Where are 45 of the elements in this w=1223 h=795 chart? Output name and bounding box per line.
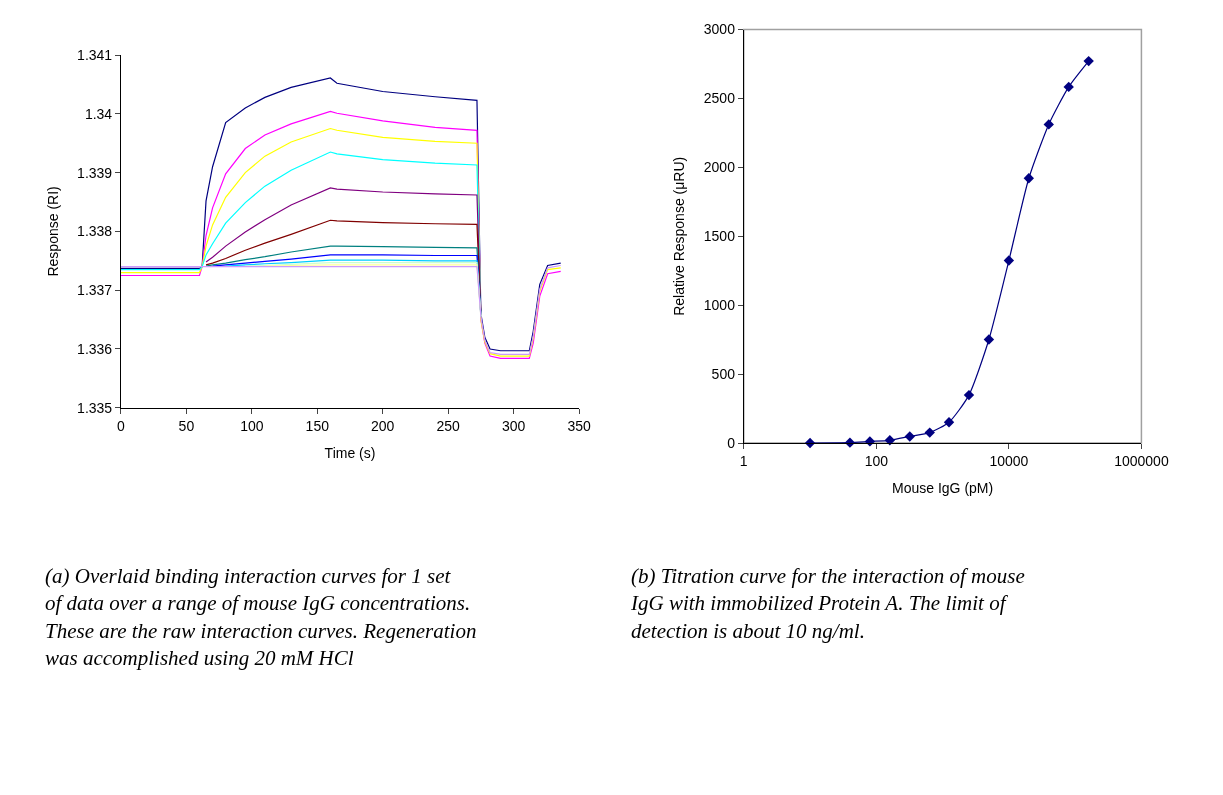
x-axis-title: Time (s) [324,444,376,461]
x-tick-label: 50 [178,417,195,434]
y-tick-label: 0 [727,434,736,451]
y-tick-label: 1.34 [84,105,113,122]
x-tick-label: 1000000 [1114,452,1169,469]
point [983,334,995,345]
point [1003,255,1015,266]
x-tick-label: 100 [864,452,889,469]
line-series [120,264,562,355]
y-tick-label: 2000 [703,159,736,176]
x-tick-label: 150 [305,417,330,434]
x-tick-label: 10000 [989,452,1029,469]
x-tick-label: 350 [567,417,591,434]
x-tick-label: 100 [240,417,264,434]
y-tick-label: 500 [711,366,736,383]
y-axis-title: Response (RI) [44,186,61,277]
x-tick-label: 200 [371,417,395,434]
y-tick-label: 1.339 [77,164,113,181]
y-tick-label: 1.338 [77,223,113,240]
y-tick-label: 1.337 [77,282,113,299]
x-tick-label: 250 [436,417,461,434]
y-tick-label: 1.341 [77,46,113,63]
x-tick-label: 300 [501,417,526,434]
point [963,389,975,401]
y-tick-label: 1.336 [77,340,113,357]
y-axis-title: Relative Response (μRU) [671,156,688,316]
text: (b) Titration curve for the interaction of mouse IgG with immobilized Protein A. The limit of detection is about 10 ng/ml. [630,564,1025,643]
y-tick-label: 1.335 [77,399,113,416]
text: (a) Overlaid binding interaction curves for 1 set of data over a range of mouse IgG concentrations. These are the raw interaction curves. Regeneration was accomplished using 20 mM HCl [45,564,477,670]
point [884,435,896,446]
x-tick-label: 1 [739,452,748,469]
point [943,417,955,428]
point [1043,119,1054,130]
point [1083,55,1094,67]
x-tick-label: 0 [117,417,126,434]
line-series [205,219,482,316]
point [904,431,915,442]
y-tick-label: 1500 [703,228,736,245]
point [1023,173,1035,184]
point [924,427,935,438]
y-tick-label: 2500 [703,90,736,107]
y-tick-label: 1000 [703,297,736,314]
x-axis-title: Mouse IgG (pM) [892,480,994,497]
point [1063,81,1074,93]
y-tick-label: 3000 [703,21,736,38]
